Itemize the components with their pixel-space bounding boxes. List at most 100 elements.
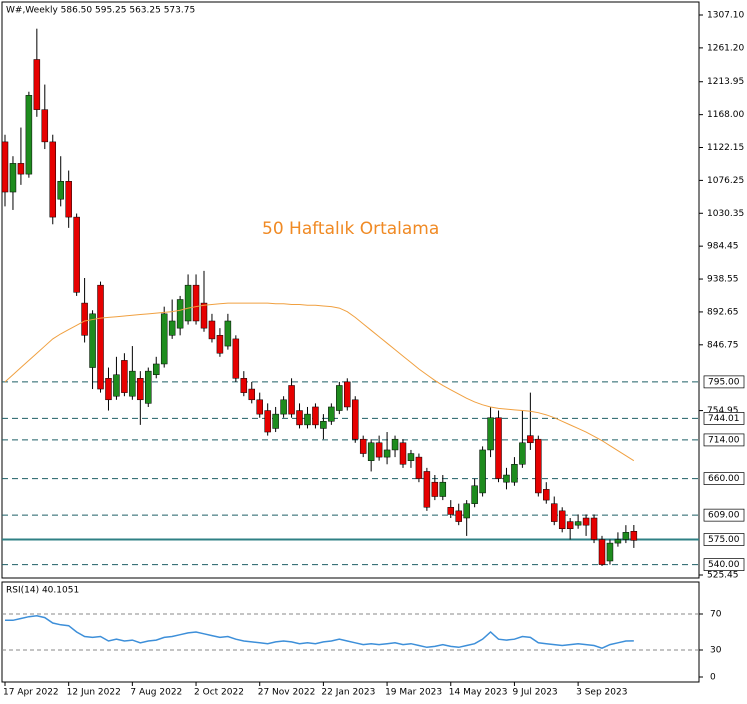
y-tick-label: 938.55 [707,275,739,285]
candle-body [288,385,295,415]
x-tick-label: 12 Jun 2022 [67,688,121,698]
candle-body [471,485,478,504]
candle-body [25,95,33,175]
candle-body [511,464,518,483]
candle-body [439,481,447,497]
x-tick-label: 3 Sep 2023 [576,688,627,698]
candle-body [582,517,590,526]
candle-body [463,503,470,519]
main-panel [1,1,700,579]
level-label-box [703,412,745,425]
x-tick-label: 17 Apr 2022 [3,688,59,698]
y-tick-label: 846.75 [707,340,739,350]
y-tick-label: 1213.95 [707,77,744,87]
candle-body [17,163,25,175]
candle-body [495,417,502,479]
candle-body [630,531,638,541]
candle-body [57,181,64,200]
level-label: 714.00 [708,435,740,445]
chart-title: W#,Weekly 586.50 595.25 563.25 573.75 [6,6,195,16]
moving-average [4,302,635,462]
level-label: 609.00 [708,511,740,521]
y-tick-label: 1307.10 [707,11,744,21]
candle-body [240,378,248,393]
candle-body [129,370,136,397]
candle-body [113,374,120,397]
candle-body [33,59,41,110]
level-label: 575.00 [708,535,740,545]
candle-body [527,435,534,444]
candle-body [543,489,550,501]
candle-body [447,507,455,515]
candle-body [598,539,606,565]
y-tick-label: 1168.00 [707,110,744,120]
candle-body [184,284,192,322]
level-label: 540.00 [708,560,740,570]
candle-body [168,320,176,336]
candle-body [152,363,160,375]
candle-body [192,284,200,322]
rsi-title: RSI(14) 40.1051 [6,586,79,596]
candle-body [176,299,184,329]
level-label-box [703,558,745,571]
candle-body [614,539,622,544]
candle-body [97,284,104,390]
y-tick-label: 30 [710,646,722,656]
x-tick-label: 22 Jan 2023 [321,688,375,698]
level-label: 795.00 [708,377,740,387]
candle-body [224,320,232,347]
candle-body [200,302,208,329]
candle-body [606,542,614,562]
candle-body [415,456,423,479]
y-tick-label: 1030.35 [707,209,744,219]
candle-body [455,510,462,522]
candle-body [519,442,526,465]
candle-body [304,413,311,426]
x-tick-label: 14 May 2023 [449,688,508,698]
candle-body [105,378,112,401]
candle-body [65,181,72,218]
rsi-line [5,615,634,650]
candle-body [73,216,80,293]
candle-body [375,442,383,458]
candle-body [81,302,88,336]
candle-body [216,335,224,354]
candle-body [566,521,574,530]
candle-body [9,163,17,193]
y-tick-label: 1122.15 [707,143,744,153]
candle-body [256,399,263,415]
x-tick-label: 2 Oct 2022 [194,688,244,698]
candle-body [312,406,319,426]
candle-body [41,109,49,143]
candle-body [280,399,287,415]
y-tick-label: 1261.20 [707,43,744,53]
candle-body [550,503,558,522]
candle-body [558,510,566,530]
candle-body [367,442,375,461]
candle-body [479,449,486,494]
candle-body [232,338,240,379]
y-tick-label: 525.45 [707,571,739,581]
candle-body [344,381,351,408]
candle-body [590,517,598,540]
rsi-panel [1,581,700,683]
x-tick-label: 19 Mar 2023 [385,688,442,698]
x-tick-label: 27 Nov 2022 [258,688,316,698]
y-tick-label: 70 [710,610,722,620]
y-tick-label: 984.45 [707,242,739,252]
level-label-box [703,533,745,546]
candle-body [503,474,510,483]
candle-body [351,399,359,440]
candle-body [407,453,415,461]
candle-body [248,388,256,401]
candle-body [622,532,630,540]
candle-body [160,313,168,365]
candle-body [296,410,303,426]
level-label: 744.01 [708,414,740,424]
candle-body [121,360,128,393]
candle-body [391,438,399,451]
candle-body [535,438,542,494]
y-tick-label: 754.95 [707,406,739,416]
annotation: 50 Haftalık Ortalama [262,219,439,239]
